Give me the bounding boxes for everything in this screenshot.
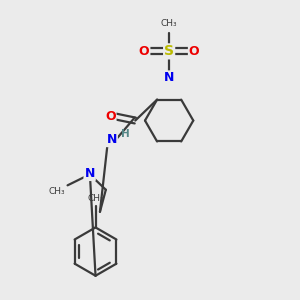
Text: O: O [189,45,200,58]
Text: N: N [164,71,174,84]
Text: N: N [106,133,117,146]
Text: CH₃: CH₃ [87,194,104,203]
Text: CH₃: CH₃ [49,187,65,196]
Text: S: S [164,44,174,58]
Text: CH₃: CH₃ [161,19,178,28]
Text: N: N [85,167,95,180]
Text: H: H [121,129,130,140]
Text: O: O [139,45,149,58]
Text: O: O [105,110,116,123]
